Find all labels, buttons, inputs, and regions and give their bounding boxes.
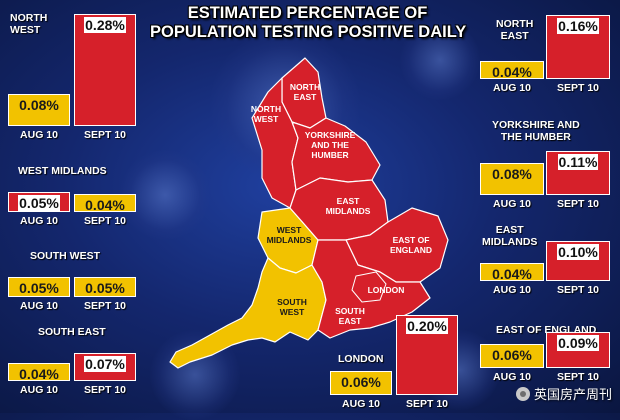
chart-title: ESTIMATED PERCENTAGE OF POPULATION TESTI…: [150, 4, 467, 42]
virus-decoration: [400, 20, 480, 100]
map-label-east-of-england: EAST OF ENGLAND: [390, 235, 432, 255]
bar-east-of-england-sept: 0.09%: [546, 332, 610, 368]
date-label-sept: SEPT 10: [405, 398, 449, 410]
map-label-yorkshire: YORKSHIRE AND THE HUMBER: [305, 130, 356, 160]
region-name-south-west: SOUTH WEST: [30, 250, 100, 262]
date-label-aug: AUG 10: [20, 384, 58, 396]
bar-value-label: 0.08%: [19, 97, 59, 113]
bar-london-aug: 0.06%: [330, 371, 392, 395]
bar-west-midlands-sept: 0.04%: [74, 194, 136, 213]
bar-value-label: 0.06%: [341, 374, 381, 390]
date-label-aug: AUG 10: [20, 215, 58, 227]
date-label-sept: SEPT 10: [556, 82, 600, 94]
bar-value-label: 0.04%: [19, 366, 59, 382]
region-name-north-east: NORTH EAST: [496, 18, 534, 42]
region-name-south-east: SOUTH EAST: [38, 326, 106, 338]
bar-south-west-sept: 0.05%: [74, 277, 136, 297]
bar-south-west-aug: 0.05%: [8, 277, 70, 297]
bar-value-label: 0.05%: [85, 280, 125, 296]
title-line-1: ESTIMATED PERCENTAGE OF: [187, 4, 428, 22]
bar-value-label: 0.05%: [19, 280, 59, 296]
bar-value-label: 0.04%: [492, 266, 532, 282]
date-label-sept: SEPT 10: [556, 284, 600, 296]
bar-value-label: 0.11%: [557, 154, 599, 170]
title-line-2: POPULATION TESTING POSITIVE DAILY: [150, 23, 467, 41]
map-label-west-midlands: WEST MIDLANDS: [267, 225, 312, 245]
bar-south-east-aug: 0.04%: [8, 363, 70, 382]
region-name-west-midlands: WEST MIDLANDS: [18, 165, 107, 177]
bar-value-label: 0.08%: [492, 166, 532, 182]
watermark: 英国房产周刊: [515, 384, 612, 403]
bar-value-label: 0.28%: [84, 17, 126, 33]
bar-value-label: 0.04%: [85, 197, 125, 213]
bar-east-midlands-aug: 0.04%: [480, 263, 544, 282]
date-label-aug: AUG 10: [493, 371, 531, 383]
region-london: [351, 271, 387, 303]
map-label-london: LONDON: [368, 285, 405, 295]
bar-london-sept: 0.20%: [396, 315, 458, 395]
bar-value-label: 0.04%: [492, 64, 532, 80]
region-name-north-west: NORTH WEST: [10, 12, 48, 36]
date-label-aug: AUG 10: [342, 398, 380, 410]
region-name-london: LONDON: [338, 353, 384, 365]
map-label-east-midlands: EAST MIDLANDS: [326, 196, 371, 216]
bar-north-west-sept: 0.28%: [74, 14, 136, 126]
watermark-text: 英国房产周刊: [533, 387, 612, 402]
date-label-sept: SEPT 10: [556, 371, 600, 383]
bar-value-label: 0.07%: [84, 356, 126, 372]
bar-east-midlands-sept: 0.10%: [546, 241, 610, 281]
date-label-aug: AUG 10: [493, 284, 531, 296]
date-label-sept: SEPT 10: [83, 215, 127, 227]
bar-value-label: 0.09%: [557, 335, 599, 351]
bar-north-east-sept: 0.16%: [546, 15, 610, 79]
bar-yorkshire-and-the-humber-aug: 0.08%: [480, 163, 544, 195]
bar-east-of-england-aug: 0.06%: [480, 344, 544, 368]
date-label-sept: SEPT 10: [83, 129, 127, 141]
bar-value-label: 0.10%: [557, 244, 599, 260]
bar-south-east-sept: 0.07%: [74, 353, 136, 381]
date-label-aug: AUG 10: [20, 300, 58, 312]
bar-north-east-aug: 0.04%: [480, 61, 544, 80]
region-name-east-midlands: EAST MIDLANDS: [482, 224, 538, 248]
date-label-sept: SEPT 10: [83, 384, 127, 396]
date-label-aug: AUG 10: [20, 129, 58, 141]
map-label-south-west: SOUTH WEST: [277, 297, 307, 317]
date-label-aug: AUG 10: [493, 82, 531, 94]
bar-yorkshire-and-the-humber-sept: 0.11%: [546, 151, 610, 195]
date-label-aug: AUG 10: [493, 198, 531, 210]
map-label-south-east: SOUTH EAST: [335, 306, 365, 326]
date-label-sept: SEPT 10: [556, 198, 600, 210]
wechat-logo-icon: [515, 386, 530, 401]
bar-north-west-aug: 0.08%: [8, 94, 70, 126]
bar-value-label: 0.16%: [557, 18, 599, 34]
map-label-north-west: NORTH WEST: [251, 104, 281, 124]
date-label-sept: SEPT 10: [83, 300, 127, 312]
bar-value-label: 0.20%: [406, 318, 448, 334]
bar-value-label: 0.05%: [18, 195, 60, 211]
bar-west-midlands-aug: 0.05%: [8, 192, 70, 212]
map-label-north-east: NORTH EAST: [290, 82, 320, 102]
bar-value-label: 0.06%: [492, 347, 532, 363]
region-name-yorkshire-and-the-humber: YORKSHIRE AND THE HUMBER: [492, 119, 580, 143]
